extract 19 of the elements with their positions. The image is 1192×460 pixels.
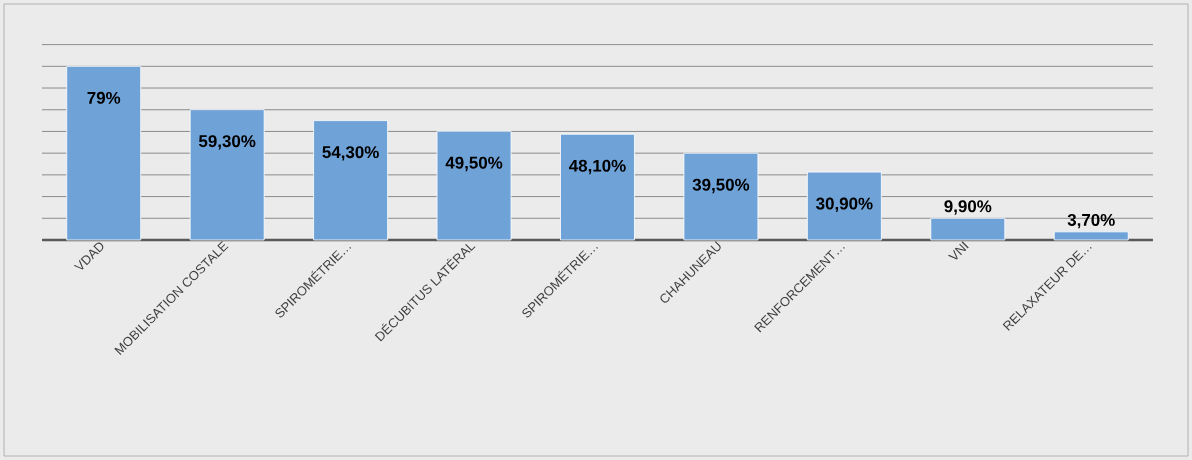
data-label: 54,30% <box>322 146 379 161</box>
bar <box>806 171 882 241</box>
data-label: 49,50% <box>445 156 503 172</box>
data-label: 48,10% <box>569 159 626 175</box>
data-label: 79% <box>87 91 121 104</box>
data-label: 59,30% <box>198 135 256 150</box>
bar <box>66 65 142 241</box>
x-tick-label: VNI <box>948 241 969 260</box>
data-label: 39,50% <box>692 178 750 194</box>
bar <box>436 130 512 241</box>
bar <box>930 217 1006 241</box>
bar <box>560 133 635 241</box>
bar <box>683 152 759 241</box>
data-label: 30,90% <box>816 197 873 213</box>
data-label: 3,70% <box>1067 213 1115 229</box>
bar <box>1053 231 1129 241</box>
bar <box>189 109 265 241</box>
data-label: 9,90% <box>944 200 992 215</box>
bar <box>313 120 388 241</box>
